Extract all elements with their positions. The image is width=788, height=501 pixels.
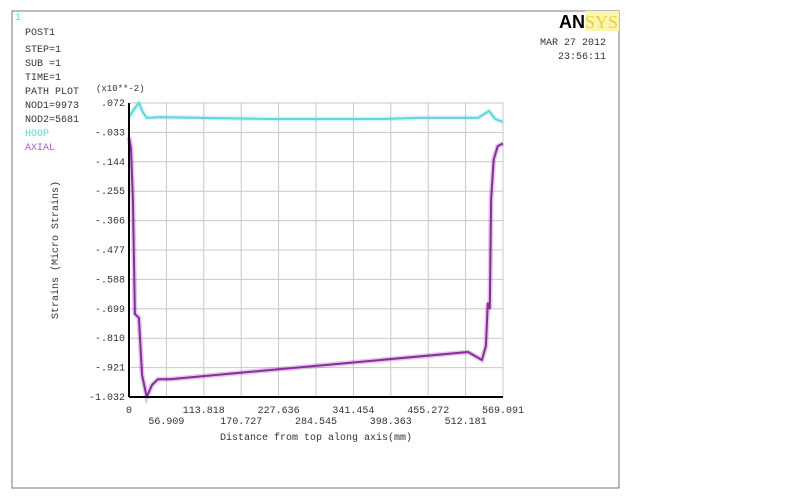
date-label: MAR 27 2012	[540, 38, 606, 49]
y-tick-label: -.699	[95, 305, 125, 316]
x-tick-label: 398.363	[370, 417, 412, 428]
series-line-axial	[128, 136, 504, 398]
y-tick-label: -.366	[95, 217, 125, 228]
y-tick-label: -.477	[95, 246, 125, 257]
info-sub: SUB =1	[25, 59, 61, 70]
x-tick-label: 0	[126, 406, 132, 417]
x-tick-label: 170.727	[220, 417, 262, 428]
y-axis-label: Strains (Micro Strains)	[50, 181, 62, 319]
info-post: POST1	[25, 28, 55, 39]
y-tick-label: -.144	[95, 158, 125, 169]
x-tick-label: 56.909	[148, 417, 184, 428]
info-plot: PATH PLOT	[25, 87, 79, 98]
x-tick-label: 113.818	[183, 406, 225, 417]
window-number: 1	[15, 13, 21, 24]
x-axis-label: Distance from top along axis(mm)	[220, 432, 412, 444]
y-tick-label: -.255	[95, 187, 125, 198]
y-multiplier: (x10**-2)	[96, 84, 145, 94]
x-tick-label: 341.454	[332, 406, 374, 417]
x-tick-label: 284.545	[295, 417, 337, 428]
info-nod2: NOD2=5681	[25, 115, 79, 126]
y-tick-label: .072	[101, 99, 125, 110]
legend-axial: AXIAL	[25, 143, 55, 154]
legend-hoop: HOOP	[25, 129, 49, 140]
ansys-logo-dark: AN	[559, 12, 585, 32]
info-time: TIME=1	[25, 73, 61, 84]
time-label: 23:56:11	[558, 52, 606, 63]
y-tick-label: -.921	[95, 364, 125, 375]
y-tick-label: -.033	[95, 128, 125, 139]
y-tick-label: -.588	[95, 275, 125, 286]
y-tick-label: -.810	[95, 334, 125, 345]
info-step: STEP=1	[25, 45, 61, 56]
y-tick-label: -1.032	[89, 393, 125, 404]
x-tick-label: 512.181	[445, 417, 487, 428]
x-tick-label: 569.091	[482, 406, 524, 417]
x-tick-label: 455.272	[407, 406, 449, 417]
info-nod1: NOD1=9973	[25, 101, 79, 112]
ansys-logo-light: SYS	[585, 12, 618, 32]
series-line-hoop	[128, 102, 504, 123]
logo-highlight	[585, 11, 619, 31]
x-tick-label: 227.636	[258, 406, 300, 417]
